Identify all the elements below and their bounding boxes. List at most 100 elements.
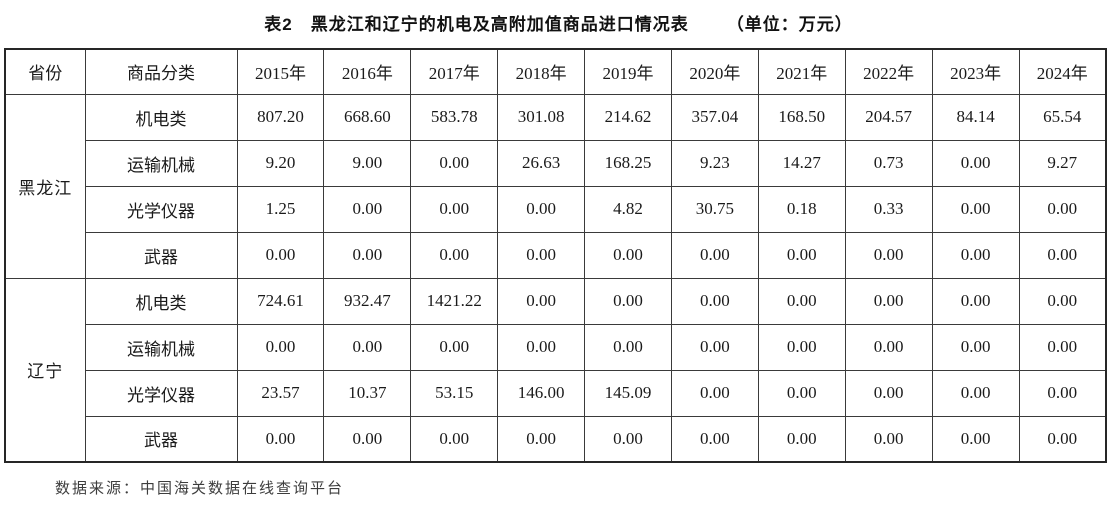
value-cell: 0.00 — [931, 139, 1020, 187]
value-cell: 0.00 — [1018, 185, 1107, 233]
value-cell: 0.00 — [757, 369, 846, 417]
value-cell: 0.00 — [323, 231, 412, 279]
value-cell: 0.00 — [844, 231, 933, 279]
table-row: 光学仪器 23.57 10.37 53.15 146.00 145.09 0.00 0.00 0… — [5, 369, 1107, 417]
province-cell: 黑龙江 — [4, 93, 86, 279]
column-header-8: 2021年 — [757, 48, 846, 95]
value-cell: 0.00 — [1018, 415, 1107, 463]
value-cell: 0.00 — [670, 369, 759, 417]
column-header-0: 省份 — [4, 48, 86, 95]
value-cell: 0.00 — [323, 323, 412, 371]
column-header-10: 2023年 — [931, 48, 1020, 95]
import-data-table: 省份 商品分类 2015年 2016年 2017年 2018年 2019年 2020年 2021… — [4, 48, 1107, 463]
column-header-4: 2017年 — [410, 48, 499, 95]
column-header-2: 2015年 — [236, 48, 325, 95]
value-cell: 9.23 — [670, 139, 759, 187]
value-cell: 0.00 — [844, 277, 933, 325]
value-cell: 0.00 — [844, 323, 933, 371]
value-cell: 0.00 — [931, 185, 1020, 233]
value-cell: 357.04 — [670, 93, 759, 141]
category-cell: 机电类 — [84, 277, 238, 325]
value-cell: 0.33 — [844, 185, 933, 233]
column-header-1: 商品分类 — [84, 48, 238, 95]
value-cell: 26.63 — [497, 139, 586, 187]
value-cell: 0.00 — [1018, 369, 1107, 417]
category-cell: 运输机械 — [84, 139, 238, 187]
category-cell: 光学仪器 — [84, 369, 238, 417]
value-cell: 30.75 — [670, 185, 759, 233]
table-title: 表2 黑龙江和辽宁的机电及高附加值商品进口情况表 — [264, 15, 689, 34]
table-row: 光学仪器 1.25 0.00 0.00 0.00 4.82 30.75 0.18 0.33 0.0… — [5, 185, 1107, 233]
value-cell: 0.00 — [670, 231, 759, 279]
value-cell: 9.20 — [236, 139, 325, 187]
value-cell: 14.27 — [757, 139, 846, 187]
value-cell: 301.08 — [497, 93, 586, 141]
value-cell: 0.00 — [236, 415, 325, 463]
value-cell: 668.60 — [323, 93, 412, 141]
value-cell: 0.00 — [236, 231, 325, 279]
table-row: 辽宁 机电类 724.61 932.47 1421.22 0.00 0.00 0.00 0.00… — [4, 277, 1107, 463]
value-cell: 168.25 — [584, 139, 672, 187]
value-cell: 0.00 — [757, 415, 846, 463]
value-cell: 10.37 — [323, 369, 412, 417]
value-cell: 0.00 — [584, 323, 672, 371]
column-header-7: 2020年 — [670, 48, 759, 95]
value-cell: 0.00 — [931, 369, 1020, 417]
category-cell: 武器 — [84, 231, 238, 279]
value-cell: 0.00 — [757, 231, 846, 279]
value-cell: 583.78 — [410, 93, 499, 141]
value-cell: 0.00 — [931, 277, 1020, 325]
category-cell: 光学仪器 — [84, 185, 238, 233]
value-cell: 0.00 — [757, 277, 846, 325]
value-cell: 0.00 — [670, 277, 759, 325]
value-cell: 0.00 — [584, 277, 672, 325]
category-cell: 机电类 — [84, 93, 238, 141]
value-cell: 0.00 — [931, 231, 1020, 279]
value-cell: 0.18 — [757, 185, 846, 233]
value-cell: 0.00 — [1018, 231, 1107, 279]
value-cell: 214.62 — [584, 93, 672, 141]
value-cell: 84.14 — [931, 93, 1020, 141]
value-cell: 0.00 — [584, 415, 672, 463]
value-cell: 0.00 — [1018, 323, 1107, 371]
unit-label: （单位：万元） — [726, 15, 853, 34]
table-row: 运输机械 9.20 9.00 0.00 26.63 168.25 9.23 14.27 0.73… — [5, 139, 1107, 187]
table-header-row: 省份 商品分类 2015年 2016年 2017年 2018年 2019年 2020年 2021… — [4, 48, 1107, 95]
column-header-6: 2019年 — [584, 48, 672, 95]
value-cell: 204.57 — [844, 93, 933, 141]
value-cell: 807.20 — [236, 93, 325, 141]
value-cell: 53.15 — [410, 369, 499, 417]
table-row: 武器 0.00 0.00 0.00 0.00 0.00 0.00 0.00 0.00 0.00 0.… — [5, 231, 1107, 279]
value-cell: 0.00 — [1018, 277, 1107, 325]
data-source-note: 数据来源：中国海关数据在线查询平台 — [55, 481, 345, 497]
value-cell: 932.47 — [323, 277, 412, 325]
value-cell: 0.00 — [844, 415, 933, 463]
category-cell: 运输机械 — [84, 323, 238, 371]
value-cell: 0.73 — [844, 139, 933, 187]
table-row: 武器 0.00 0.00 0.00 0.00 0.00 0.00 0.00 0.00 0.00 0.… — [5, 415, 1107, 463]
value-cell: 0.00 — [497, 323, 586, 371]
column-header-5: 2018年 — [497, 48, 586, 95]
category-cell: 武器 — [84, 415, 238, 463]
table-body: 黑龙江 机电类 807.20 668.60 583.78 301.08 214.62 357.… — [4, 93, 1107, 463]
value-cell: 0.00 — [410, 139, 499, 187]
value-cell: 0.00 — [410, 415, 499, 463]
value-cell: 4.82 — [584, 185, 672, 233]
value-cell: 0.00 — [323, 415, 412, 463]
value-cell: 0.00 — [497, 185, 586, 233]
value-cell: 0.00 — [236, 323, 325, 371]
value-cell: 65.54 — [1018, 93, 1107, 141]
value-cell: 0.00 — [410, 231, 499, 279]
value-cell: 146.00 — [497, 369, 586, 417]
column-header-9: 2022年 — [844, 48, 933, 95]
province-cell: 辽宁 — [4, 277, 86, 463]
value-cell: 0.00 — [410, 185, 499, 233]
column-header-11: 2024年 — [1018, 48, 1107, 95]
value-cell: 1421.22 — [410, 277, 499, 325]
value-cell: 0.00 — [931, 323, 1020, 371]
value-cell: 0.00 — [410, 323, 499, 371]
value-cell: 9.27 — [1018, 139, 1107, 187]
table-row: 黑龙江 机电类 807.20 668.60 583.78 301.08 214.62 357.… — [4, 93, 1107, 279]
value-cell: 23.57 — [236, 369, 325, 417]
